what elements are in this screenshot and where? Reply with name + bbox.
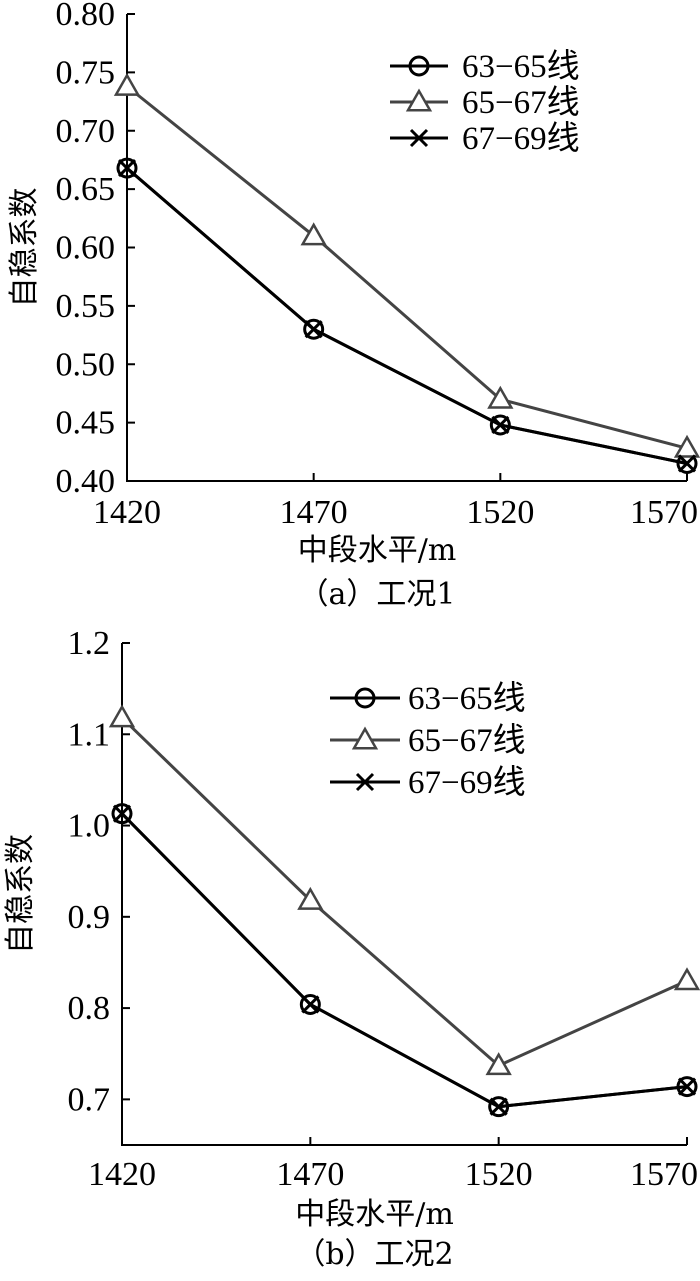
series-2-point (108, 704, 136, 728)
series-2-point (113, 72, 141, 96)
series-3-point (304, 320, 323, 339)
series-2-point (487, 385, 514, 409)
x-tick-label: 1520 (466, 494, 534, 531)
y-tick-label: 0.50 (56, 346, 116, 383)
x-axis-label: 中段水平/m (295, 1197, 454, 1232)
series-1-point (676, 1076, 698, 1098)
series-2-point (673, 434, 700, 458)
series-1-point (116, 157, 138, 179)
legend-marker (354, 687, 376, 709)
legend-marker (351, 726, 379, 750)
y-tick-label: 1.2 (68, 625, 111, 662)
legend-label: 65−67线 (462, 84, 580, 121)
y-tick-label: 0.8 (68, 990, 111, 1027)
series-3-point (301, 995, 320, 1014)
chart-1: 0.40 0.45 0.50 0.55 0.60 0.65 0.70 0.75 0.80 1420… (7, 0, 700, 612)
series-1-point (488, 1096, 510, 1118)
y-axis-label: 自稳系数 (7, 188, 42, 308)
legend-label: 67−69线 (462, 120, 580, 157)
legend-label: 65−67线 (408, 722, 526, 759)
x-tick-label: 1420 (93, 494, 161, 531)
legend-marker (408, 55, 430, 77)
series-1-point (299, 993, 321, 1015)
chart-2: 0.7 0.8 0.9 1.0 1.1 1.2 1420 1470 1520 1570 中段水平/m… (3, 625, 700, 1272)
series-3-point (112, 804, 132, 823)
series-line-3 (120, 812, 688, 1109)
series-3-point (491, 415, 510, 435)
y-tick-label: 0.60 (56, 230, 116, 267)
legend-label: 63−65线 (408, 680, 526, 717)
figure-caption: （a）工况1 (299, 577, 456, 612)
series-3-point (117, 159, 137, 178)
series-3-point (677, 454, 697, 473)
y-tick-label: 0.55 (56, 288, 116, 325)
series-line-2 (120, 716, 688, 1068)
series-2-point (297, 886, 324, 910)
x-tick-label: 1570 (630, 1156, 698, 1193)
legend: 63−65线 65−67线 67−69线 (330, 680, 526, 801)
series-3-point (489, 1097, 508, 1116)
legend-marker (409, 128, 429, 148)
series-1-point (489, 414, 511, 436)
x-tick-label: 1520 (465, 1156, 533, 1193)
y-tick-label: 0.70 (56, 113, 116, 150)
series-1-point (111, 803, 133, 825)
series-1-point (303, 318, 325, 340)
x-tick-label: 1420 (88, 1156, 156, 1193)
y-tick-label: 0.9 (68, 899, 111, 936)
y-axis-label: 自稳系数 (3, 834, 38, 954)
legend-label: 63−65线 (462, 48, 580, 85)
x-tick-label: 1470 (276, 1156, 344, 1193)
y-tick-label: 1.0 (68, 808, 111, 845)
y-tick-label: 1.1 (68, 716, 111, 753)
legend-marker (355, 772, 375, 792)
y-tick-label: 0.65 (56, 171, 116, 208)
series-3-point (677, 1077, 697, 1096)
legend-marker (405, 88, 433, 112)
axes-frame (126, 14, 687, 482)
legend-label: 67−69线 (408, 764, 526, 801)
series-2-point (485, 1052, 512, 1076)
y-tick-label: 0.45 (56, 405, 116, 442)
series-line-1 (120, 812, 688, 1109)
series-2-point (673, 967, 700, 991)
figure-caption: （b）工况2 (295, 1237, 453, 1272)
y-tick-label: 0.40 (56, 463, 116, 500)
axes-frame (121, 643, 687, 1146)
y-tick-label: 0.80 (56, 0, 116, 33)
x-tick-label: 1570 (630, 494, 698, 531)
y-tick-label: 0.7 (68, 1081, 111, 1118)
y-tick-label: 0.75 (56, 54, 116, 91)
x-axis-label: 中段水平/m (298, 533, 457, 568)
series-2-point (300, 222, 327, 246)
series-line-3 (126, 166, 688, 465)
x-tick-label: 1470 (280, 494, 348, 531)
series-line-2 (126, 85, 688, 450)
